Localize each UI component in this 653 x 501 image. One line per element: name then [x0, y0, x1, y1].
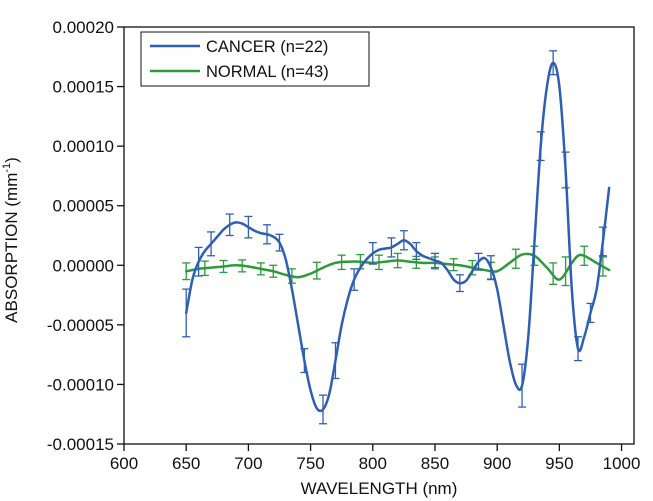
- x-tick-label: 850: [421, 454, 449, 473]
- y-tick-label: 0.00020: [53, 18, 114, 37]
- legend-box: [140, 31, 370, 87]
- x-tick-label: 600: [110, 454, 138, 473]
- x-axis-label: WAVELENGTH (nm): [301, 479, 458, 498]
- y-tick-label: -0.00010: [47, 375, 114, 394]
- legend-label-normal: NORMAL (n=43): [206, 63, 329, 81]
- x-tick-label: 1000: [603, 454, 641, 473]
- y-tick-label: -0.00015: [47, 435, 114, 454]
- x-tick-label: 650: [172, 454, 200, 473]
- y-tick-label: -0.00005: [47, 316, 114, 335]
- series-cancer: [182, 50, 611, 425]
- legend-label-cancer: CANCER (n=22): [206, 38, 328, 56]
- y-tick-label: 0.00000: [53, 256, 114, 275]
- x-tick-label: 800: [359, 454, 387, 473]
- x-tick-label: 900: [483, 454, 511, 473]
- series-layer: [182, 50, 611, 425]
- axis-ticks: [117, 26, 623, 451]
- legend: CANCER (n=22) NORMAL (n=43): [140, 31, 370, 87]
- x-tick-labels: 600 650 700 750 800 850 900 950 1000: [110, 454, 641, 473]
- series-line-normal: [184, 252, 611, 281]
- series-normal: [182, 245, 611, 287]
- y-tick-label: 0.00010: [53, 137, 114, 156]
- plot-frame: [123, 26, 635, 445]
- series-line-cancer: [184, 61, 611, 413]
- y-tick-label: 0.00015: [53, 78, 114, 97]
- y-tick-label: 0.00005: [53, 197, 114, 216]
- x-tick-label: 750: [296, 454, 324, 473]
- y-axis-label: ABSORPTION (mm-1): [1, 157, 21, 323]
- x-tick-label: 950: [545, 454, 573, 473]
- x-tick-label: 700: [234, 454, 262, 473]
- y-tick-labels: -0.00015 -0.00010 -0.00005 0.00000 0.00005 0.…: [47, 18, 114, 454]
